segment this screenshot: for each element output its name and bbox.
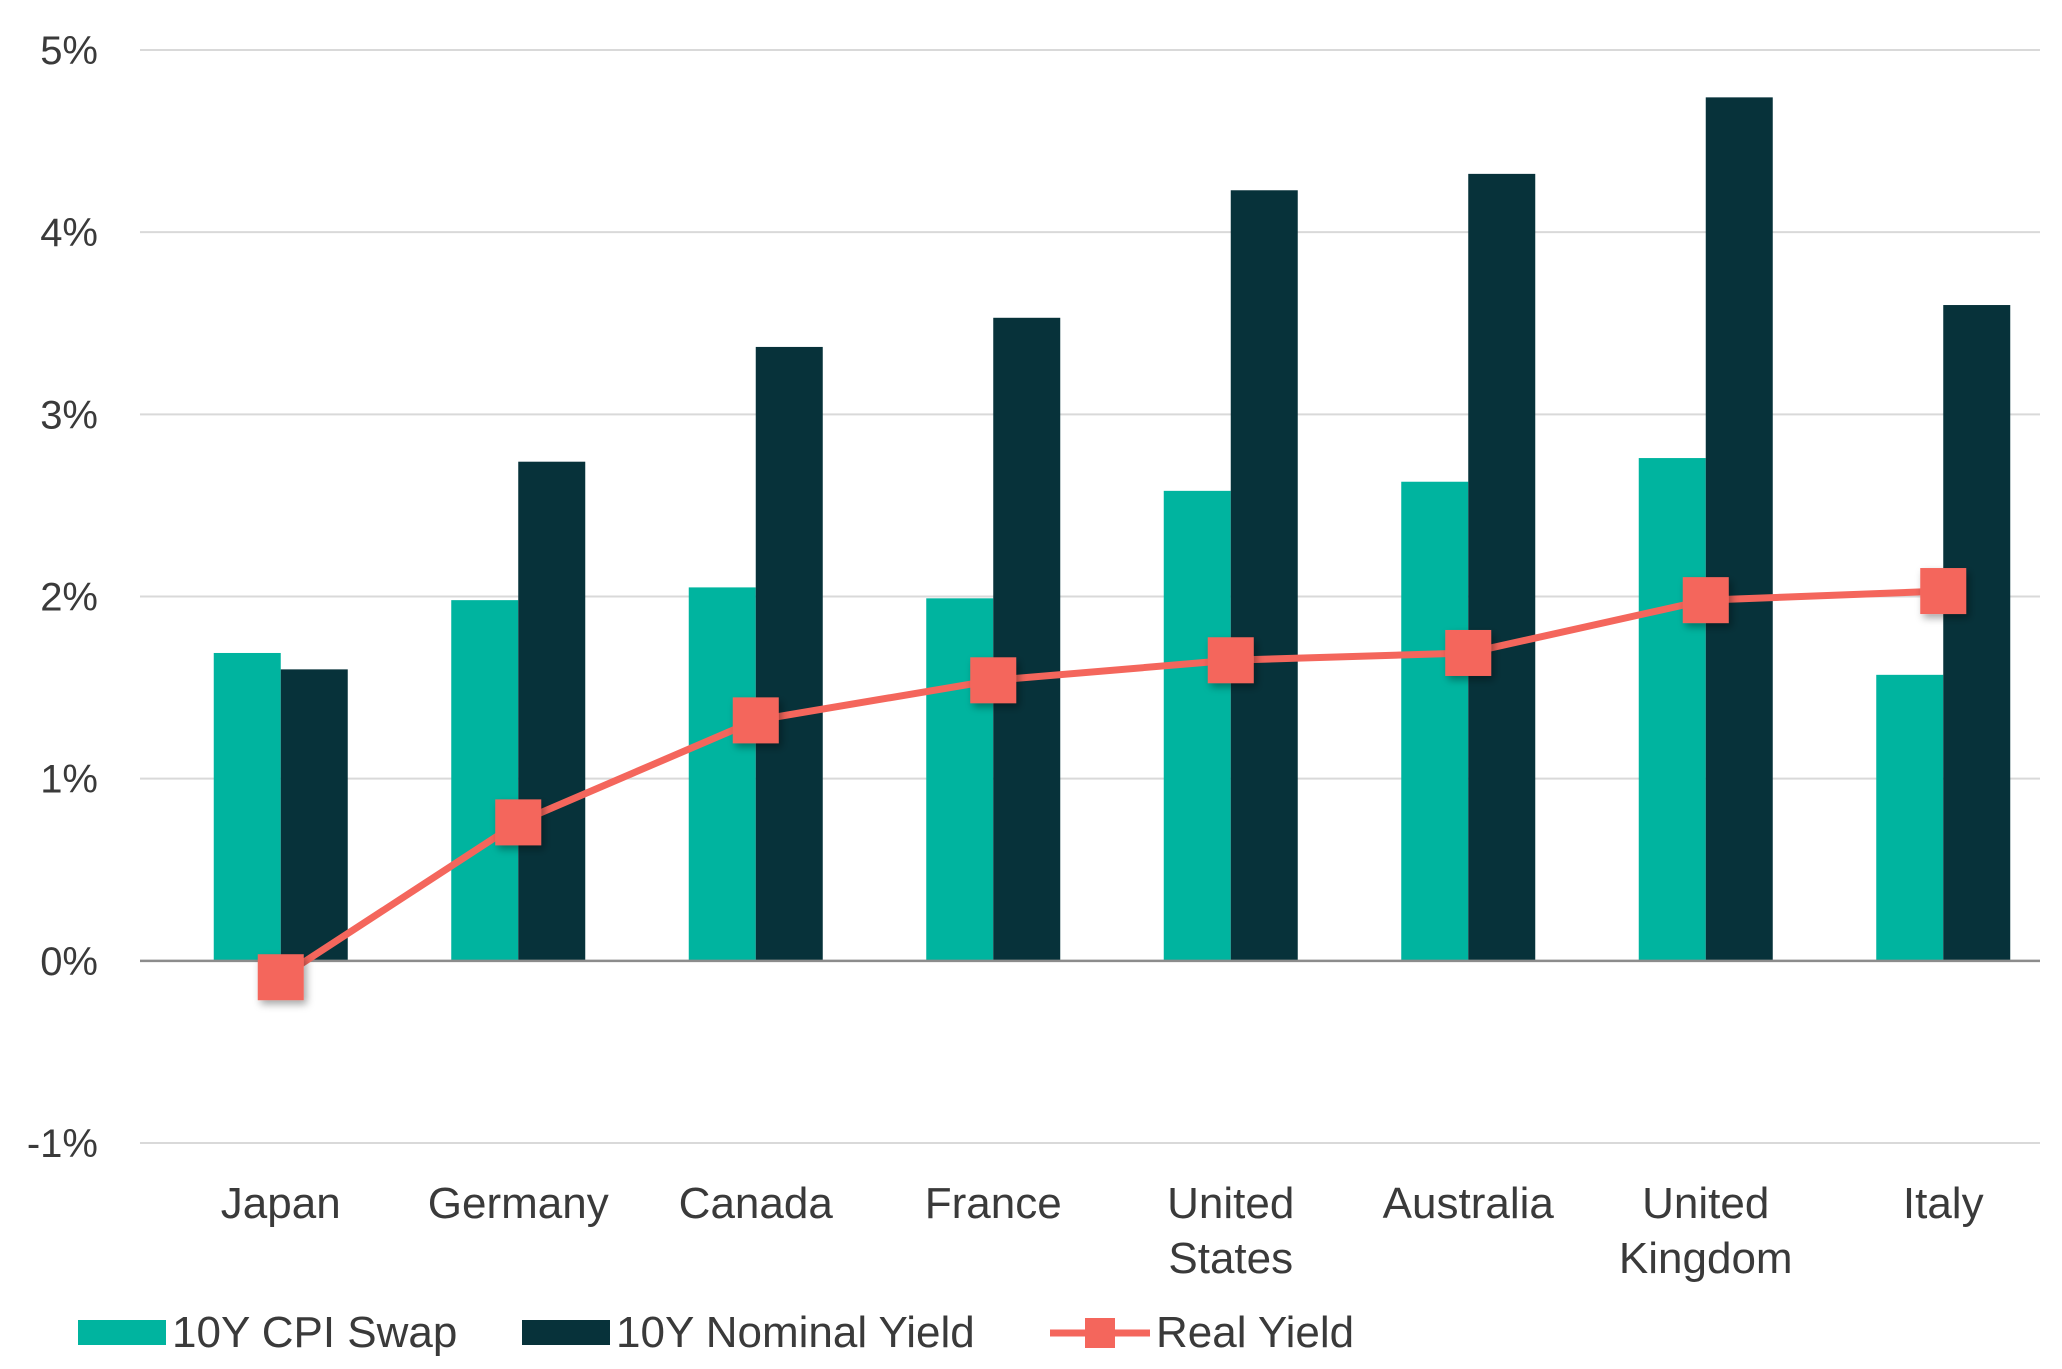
bars xyxy=(213,97,2011,961)
legend-label: Real Yield xyxy=(1156,1308,1354,1357)
y-tick-label: 3% xyxy=(40,393,98,437)
x-tick-label: United xyxy=(1642,1179,1769,1228)
real-yield-marker xyxy=(732,697,779,744)
y-tick-label: 0% xyxy=(40,940,98,984)
y-tick-label: 4% xyxy=(40,211,98,255)
x-tick-label: Kingdom xyxy=(1619,1234,1793,1283)
legend-swatch xyxy=(78,1320,166,1345)
real-yield-marker xyxy=(970,657,1017,704)
y-tick-label: 5% xyxy=(40,29,98,73)
bar-cpi-swap xyxy=(1401,481,1469,961)
bar-nominal-yield xyxy=(755,346,823,961)
y-tick-label: 1% xyxy=(40,758,98,802)
legend-label: 10Y Nominal Yield xyxy=(616,1308,975,1357)
bar-nominal-yield xyxy=(280,669,348,961)
bar-cpi-swap xyxy=(926,598,994,961)
real-yield-marker xyxy=(1445,629,1492,676)
legend-swatch-marker xyxy=(1085,1318,1115,1348)
bar-cpi-swap xyxy=(213,652,281,961)
x-tick-label: Australia xyxy=(1383,1179,1555,1228)
real-yield-line-path xyxy=(277,587,1947,981)
bar-cpi-swap xyxy=(1163,490,1231,961)
x-tick-label: Italy xyxy=(1903,1179,1984,1228)
bar-cpi-swap xyxy=(688,587,756,961)
bar-cpi-swap xyxy=(1638,458,1706,961)
legend-swatch xyxy=(522,1320,610,1345)
legend: 10Y CPI Swap 10Y Nominal Yield Real Yield xyxy=(78,1308,1354,1357)
x-tick-label: Japan xyxy=(221,1179,341,1228)
y-axis-ticks: -1% 0% 1% 2% 3% 4% 5% xyxy=(27,29,98,1166)
x-tick-label: Germany xyxy=(428,1179,609,1228)
bar-nominal-yield xyxy=(518,461,586,961)
x-axis-labels: Japan Germany Canada France United States Aust… xyxy=(221,1179,1984,1283)
bar-nominal-yield xyxy=(993,317,1061,961)
y-tick-label: 2% xyxy=(40,576,98,620)
bar-cpi-swap xyxy=(451,600,519,961)
x-tick-label: France xyxy=(925,1179,1062,1228)
real-yield-marker xyxy=(1920,568,1967,615)
y-tick-label: -1% xyxy=(27,1122,98,1166)
bar-nominal-yield xyxy=(1468,173,1536,961)
bar-nominal-yield xyxy=(1943,305,2011,961)
real-yield-marker xyxy=(257,954,304,1001)
bar-nominal-yield xyxy=(1705,97,1773,961)
bar-cpi-swap xyxy=(1876,674,1944,961)
real-yield-marker xyxy=(1207,637,1254,684)
legend-label: 10Y CPI Swap xyxy=(172,1308,457,1357)
real-yield-line xyxy=(257,568,1967,1001)
x-tick-label: United xyxy=(1167,1179,1294,1228)
x-tick-label: States xyxy=(1168,1234,1293,1283)
bar-nominal-yield xyxy=(1230,190,1298,961)
x-tick-label: Canada xyxy=(679,1179,834,1228)
real-yield-marker xyxy=(495,799,542,846)
real-yield-marker xyxy=(1682,577,1729,624)
